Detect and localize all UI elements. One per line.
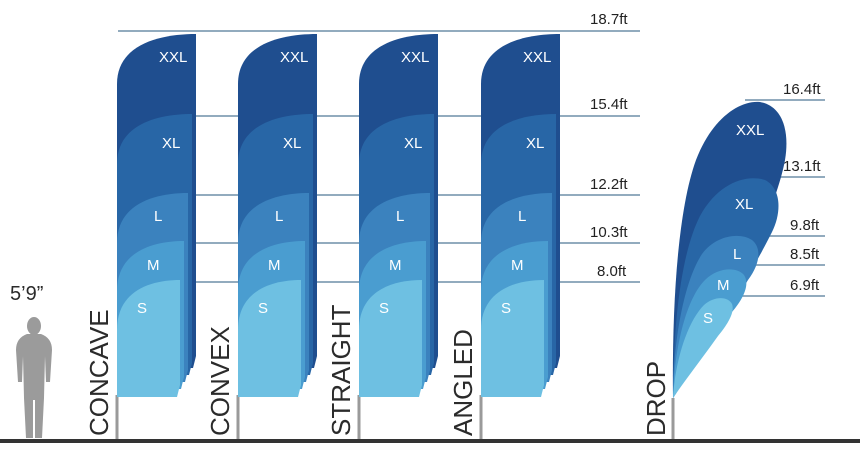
- flag-name-4: ANGLED: [448, 329, 478, 436]
- flag-label-xl: XL: [404, 135, 422, 152]
- feather-flag-3: XXL XL L M S STRAIGHT: [326, 34, 438, 440]
- flag-label-m: M: [511, 257, 524, 274]
- flag-label-xxl: XXL: [401, 49, 429, 66]
- flag-name-1: CONCAVE: [84, 309, 114, 436]
- height-label-15-4: 15.4ft: [590, 96, 628, 113]
- flag-name-drop: DROP: [641, 361, 671, 436]
- flag-size-s: [481, 280, 544, 397]
- flag-label-s: S: [379, 300, 389, 317]
- ground-line: [0, 439, 860, 443]
- flag-label-s: S: [501, 300, 511, 317]
- flag-name-2: CONVEX: [205, 326, 235, 436]
- drop-height-label-13-1: 13.1ft: [783, 158, 821, 175]
- drop-height-labels: 16.4ft 13.1ft 9.8ft 8.5ft 6.9ft: [783, 81, 821, 294]
- drop-height-label-6-9: 6.9ft: [790, 277, 820, 294]
- flag-size-s: [359, 280, 422, 397]
- person-icon: [16, 317, 52, 438]
- flag-label-l: L: [518, 208, 526, 225]
- flag-label-m: M: [268, 257, 281, 274]
- drop-height-label-8-5: 8.5ft: [790, 246, 820, 263]
- person-height-label: 5’9”: [10, 283, 43, 305]
- drop-label-l: L: [733, 246, 741, 263]
- flag-label-xl: XL: [162, 135, 180, 152]
- flag-label-l: L: [154, 208, 162, 225]
- flag-label-xxl: XXL: [280, 49, 308, 66]
- flag-name-3: STRAIGHT: [326, 304, 356, 436]
- feather-height-labels: 18.7ft 15.4ft 12.2ft 10.3ft 8.0ft: [590, 11, 628, 280]
- feather-flag-2: XXL XL L M S CONVEX: [205, 34, 317, 440]
- drop-label-s: S: [703, 310, 713, 327]
- feather-flags: XXL XL L M S CONCAVE XXL XL L M S CONVEX XXL XL L M S STR…: [84, 34, 560, 440]
- height-label-12-2: 12.2ft: [590, 176, 628, 193]
- drop-flag: XXL XL L M S DROP: [641, 101, 787, 440]
- flag-label-m: M: [147, 257, 160, 274]
- flag-label-s: S: [258, 300, 268, 317]
- height-label-8-0: 8.0ft: [597, 263, 627, 280]
- flag-size-s: [117, 280, 180, 397]
- flag-size-s: [238, 280, 301, 397]
- drop-label-xxl: XXL: [736, 122, 764, 139]
- flag-label-m: M: [389, 257, 402, 274]
- flag-label-xxl: XXL: [159, 49, 187, 66]
- drop-height-label-16-4: 16.4ft: [783, 81, 821, 98]
- drop-label-m: M: [717, 277, 730, 294]
- height-label-18-7: 18.7ft: [590, 11, 628, 28]
- drop-size-s: [673, 298, 733, 398]
- drop-height-label-9-8: 9.8ft: [790, 217, 820, 234]
- person-silhouette: 5’9”: [10, 283, 52, 438]
- drop-label-xl: XL: [735, 196, 753, 213]
- height-label-10-3: 10.3ft: [590, 224, 628, 241]
- feather-flag-1: XXL XL L M S CONCAVE: [84, 34, 196, 440]
- flag-label-xl: XL: [526, 135, 544, 152]
- flag-label-l: L: [275, 208, 283, 225]
- flag-label-s: S: [137, 300, 147, 317]
- feather-flag-4: XXL XL L M S ANGLED: [448, 34, 560, 440]
- flag-label-l: L: [396, 208, 404, 225]
- flag-label-xl: XL: [283, 135, 301, 152]
- flag-label-xxl: XXL: [523, 49, 551, 66]
